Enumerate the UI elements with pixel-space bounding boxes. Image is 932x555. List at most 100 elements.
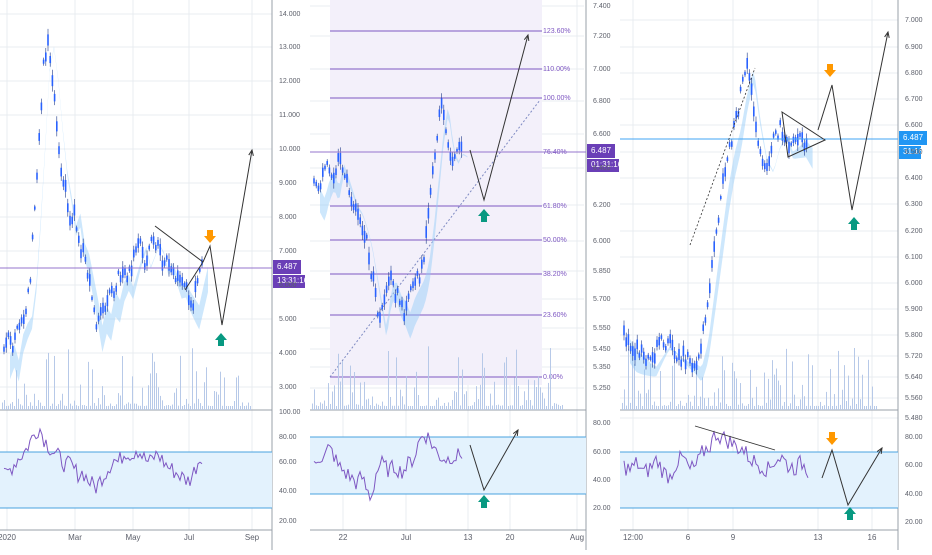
candle-body [128,266,131,271]
rsi-projection-path [821,447,883,507]
volume-bar [220,371,221,410]
volume-bar [22,405,23,410]
candle-body [133,249,135,258]
price-axis-label: 6.800 [905,70,923,77]
candle-body [788,141,790,154]
volume-bar [418,394,419,410]
volume-bar [836,405,837,410]
volume-bar [804,396,805,410]
volume-bar [174,392,175,410]
time-axis-label: 16 [868,533,877,542]
time-axis-label: Sep [245,533,260,542]
volume-bar [622,402,623,410]
volume-bar [30,402,31,410]
candle-body [803,142,806,152]
rsi-projection-path [469,429,519,492]
volume-bar [378,404,379,410]
price-axis-label: 5.350 [593,364,611,371]
volume-bar [400,389,401,410]
volume-bar [812,365,813,410]
volume-bar [460,405,461,410]
candle-body [423,257,425,263]
candle-body [84,256,87,262]
candle-body [71,216,73,225]
volume-bar [388,351,389,410]
volume-bar [368,398,369,410]
projection-path [469,34,529,202]
candle-body [62,179,65,187]
volume-bar [364,381,365,410]
candle-body [673,351,676,360]
volume-bar [84,405,85,410]
volume-bar [6,405,7,410]
volume-bar [18,398,19,410]
fib-level-label: 23.60% [543,312,567,319]
volume-bar [124,405,125,410]
candle-body [665,346,667,351]
candle-body [317,185,320,192]
candle-body [799,132,801,137]
volume-bar [238,375,239,410]
volume-bar [126,403,127,410]
last-price-badge [273,260,301,274]
volume-bar [782,405,783,410]
candle-body [122,266,124,278]
ichimoku-cloud [320,109,468,339]
volume-bar [826,391,827,410]
candle-body [319,183,322,190]
candle-body [761,158,764,167]
volume-bar [686,402,687,410]
candle-body [766,162,768,171]
candle-body [172,267,175,276]
rsi-band [0,452,272,508]
projection-path [202,149,253,326]
volume-bar [670,401,671,410]
candle-body [144,263,146,270]
volume-bar [36,405,37,410]
candle-body [163,260,166,266]
candle-body [656,339,658,347]
candle-body [155,244,157,251]
volume-bar [214,391,215,410]
volume-bar [96,405,97,410]
volume-bar [476,386,477,410]
volume-bar [458,357,459,410]
volume-bar [366,399,367,410]
volume-bar [152,353,153,410]
price-axis-label: 6.400 [593,165,611,172]
volume-bar [426,405,427,410]
volume-bar [654,401,655,410]
chart-panel-middle: 123.60%110.00%100.00%76.40%61.80%50.00%3… [310,0,623,550]
volume-bar [712,405,713,410]
volume-bar [144,405,145,410]
candle-body [199,268,201,272]
volume-bar [770,399,771,410]
volume-bar [208,405,209,410]
volume-bar [118,393,119,410]
price-axis-label: 5.250 [593,385,611,392]
candle-body [355,203,357,212]
candle-body [456,149,458,153]
arrow-down-icon [826,432,838,445]
candle-body [23,314,25,325]
volume-bar [698,405,699,410]
volume-bar [134,403,135,410]
candle-body [383,294,386,305]
candle-body [339,152,342,165]
candle-body [374,288,377,298]
candle-body [658,337,660,346]
candle-body [139,238,142,244]
price-axis-label: 6.800 [593,98,611,105]
volume-bar [492,405,493,410]
candle-body [31,234,34,240]
time-axis-label: 22 [339,533,348,542]
volume-bar [358,404,359,410]
candle-body [667,338,669,344]
fib-background [330,0,542,385]
candle-body [704,317,707,323]
candle-body [750,83,753,95]
price-axis-label: 4.000 [279,350,297,357]
volume-bar [230,405,231,410]
candle-body [702,324,704,331]
